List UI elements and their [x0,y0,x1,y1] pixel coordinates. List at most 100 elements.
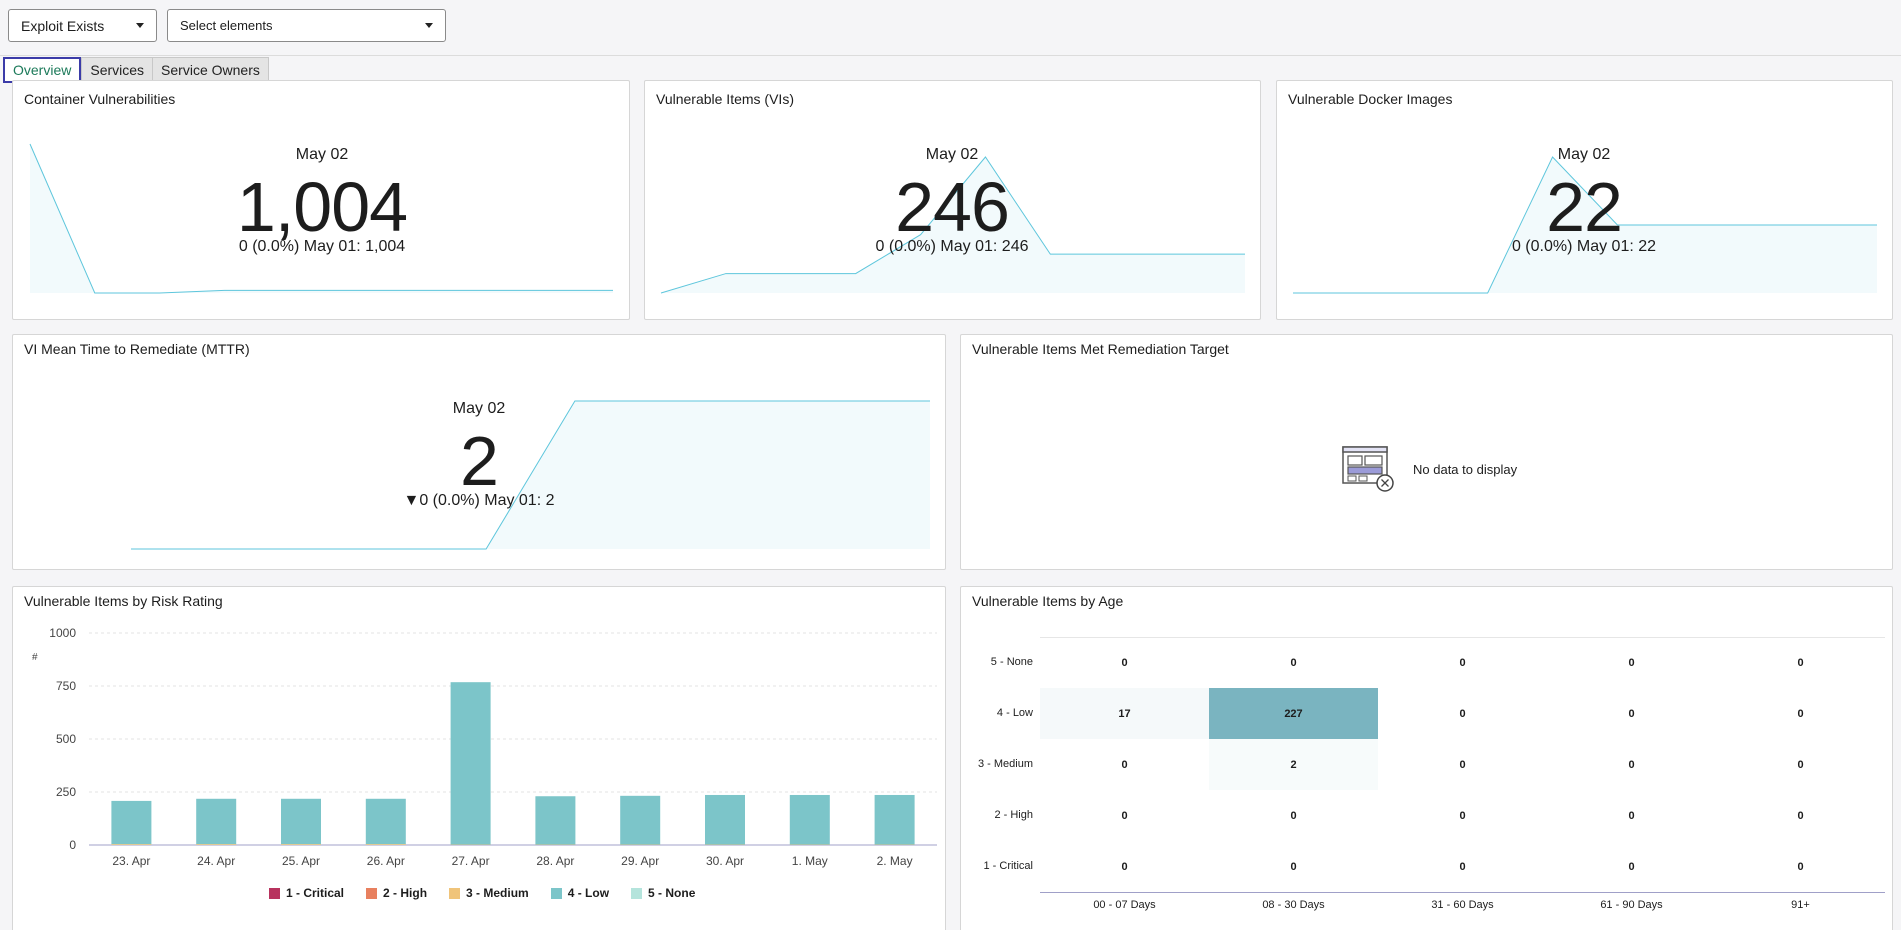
container-vulnerabilities-card[interactable]: Container Vulnerabilities May 02 1,004 0… [12,80,630,320]
bar-segment-3-medium [196,844,237,845]
heatmap-cell[interactable]: 0 [1459,707,1466,720]
heatmap-cell[interactable]: 0 [1797,809,1804,822]
x-tick-label: 61 - 90 Days [1600,899,1663,911]
trend-sparkline [660,156,1245,294]
x-tick-label: 08 - 30 Days [1262,899,1325,911]
legend-item[interactable]: 4 - Low [550,886,609,900]
dashboard-content: Container Vulnerabilities May 02 1,004 0… [0,80,1901,930]
y-tick-label: 500 [56,732,76,746]
legend-swatch [449,887,461,899]
card-title: VI Mean Time to Remediate (MTTR) [24,341,250,357]
heatmap-cell[interactable]: 0 [1459,860,1466,873]
card-title: Vulnerable Items by Risk Rating [24,593,223,609]
heatmap-cell[interactable]: 0 [1290,809,1297,822]
card-title: Vulnerable Items (VIs) [656,91,794,107]
card-title: Container Vulnerabilities [24,91,176,107]
y-axis-label: # [32,652,38,663]
heatmap-cell[interactable]: 0 [1797,656,1804,669]
heatmap-cell[interactable]: 0 [1628,707,1635,720]
heatmap-cell[interactable]: 0 [1121,809,1128,822]
card-title: Vulnerable Docker Images [1288,91,1453,107]
legend-label: 3 - Medium [466,886,529,900]
bar-segment-4-low [620,795,661,845]
bar-segment-3-medium [281,844,321,845]
bar-segment-4-low [196,798,237,845]
risk-rating-card[interactable]: Vulnerable Items by Risk Rating 0 250 500 7… [12,586,946,930]
exploit-filter-value: Exploit Exists [21,17,105,34]
bar-segment-3-medium [111,844,152,845]
metric-delta: ▼0 (0.0%) May 01: 2 [403,492,555,509]
risk-rating-bar-chart: 0 250 500 750 1000 #23. Apr 24. Apr 25. Apr 26. … [32,626,937,868]
heatmap-cell[interactable]: 2 [1209,739,1378,790]
heatmap-cell[interactable]: 0 [1459,809,1466,822]
legend-item[interactable]: 1 - Critical [269,886,344,900]
chart-legend: 1 - Critical 2 - High 3 - Medium 4 - Low 5 -… [269,886,695,900]
bar-segment-4-low [450,682,491,845]
legend-swatch [269,887,280,899]
x-tick-label: 27. Apr [452,854,490,868]
trend-line [131,400,930,550]
heatmap-cell[interactable]: 0 [1121,758,1128,771]
tab-overview[interactable]: Overview [3,57,82,83]
heatmap-cell[interactable]: 0 [1628,758,1635,771]
heatmap-cell[interactable]: 0 [1797,758,1804,771]
heatmap-cell[interactable]: 0 [1628,656,1635,669]
heatmap-cell[interactable]: 0 [1459,656,1466,669]
heatmap-cell[interactable]: 0 [1628,809,1635,822]
dashboard-tabs: Overview Services Service Owners [3,57,269,83]
heatmap-cell[interactable]: 0 [1121,860,1128,873]
trend-area [1293,157,1877,293]
y-tick-label: 2 - High [994,808,1033,821]
legend-item[interactable]: 5 - None [631,886,695,900]
heatmap-cell[interactable]: 227 [1209,688,1378,739]
bar-segment-4-low [874,794,915,845]
y-tick-label: 1000 [49,626,76,640]
y-tick-label: 1 - Critical [983,859,1033,872]
filter-bar: Exploit Exists Select elements [0,0,1901,56]
trend-area [131,401,930,549]
heatmap-cell[interactable]: 0 [1121,656,1128,669]
x-tick-label: 31 - 60 Days [1431,899,1494,911]
y-tick-label: 3 - Medium [977,757,1033,770]
heatmap-cell[interactable]: 0 [1290,656,1297,669]
exploit-filter-select[interactable]: Exploit Exists [8,9,157,42]
x-tick-label: 26. Apr [367,854,405,868]
vulnerable-docker-images-card[interactable]: Vulnerable Docker Images May 02 22 0 (0.… [1276,80,1893,320]
legend-label: 2 - High [383,886,428,900]
x-tick-label: 30. Apr [706,854,744,868]
metric-date: May 02 [1557,146,1611,163]
bar-segment-3-medium [365,844,406,845]
bar-segment-4-low [281,798,321,845]
card-title: Vulnerable Items Met Remediation Target [972,341,1229,357]
x-tick-label: 23. Apr [112,854,150,868]
age-card[interactable]: Vulnerable Items by Age 5 - None 0 0 0 0 0 4 -… [960,586,1893,930]
trend-line [1293,156,1877,294]
heatmap-cell[interactable]: 0 [1628,860,1635,873]
heatmap-cell[interactable]: 0 [1797,707,1804,720]
remediation-target-card[interactable]: Vulnerable Items Met Remediation Target … [960,334,1893,570]
grid-line [1040,637,1885,638]
elements-filter-placeholder: Select elements [180,18,273,33]
legend-label: 1 - Critical [286,886,345,900]
y-tick-label: 750 [56,679,76,693]
bar-segment-4-low [705,794,745,845]
bar-segment-4-low [789,794,830,845]
trend-line [660,156,1245,294]
y-tick-label: 250 [56,785,76,799]
x-tick-label: 1. May [792,854,828,868]
mttr-card[interactable]: VI Mean Time to Remediate (MTTR) May 02 … [12,334,946,570]
heatmap-cell[interactable]: 17 [1040,688,1209,739]
legend-item[interactable]: 3 - Medium [449,886,529,900]
x-tick-label: 25. Apr [282,854,320,868]
metric-date: May 02 [452,400,506,417]
bar-segment-4-low [535,796,576,845]
heatmap-cell[interactable]: 0 [1290,860,1297,873]
tab-service-owners[interactable]: Service Owners [153,57,269,83]
vulnerable-items-card[interactable]: Vulnerable Items (VIs) May 02 246 0 (0.0… [644,80,1261,320]
heatmap-cell[interactable]: 0 [1797,860,1804,873]
bar-segment-4-low [365,798,406,845]
legend-item[interactable]: 2 - High [366,886,427,900]
x-tick-label: 29. Apr [621,854,659,868]
elements-filter-select[interactable]: Select elements [167,9,446,42]
heatmap-cell[interactable]: 0 [1459,758,1466,771]
